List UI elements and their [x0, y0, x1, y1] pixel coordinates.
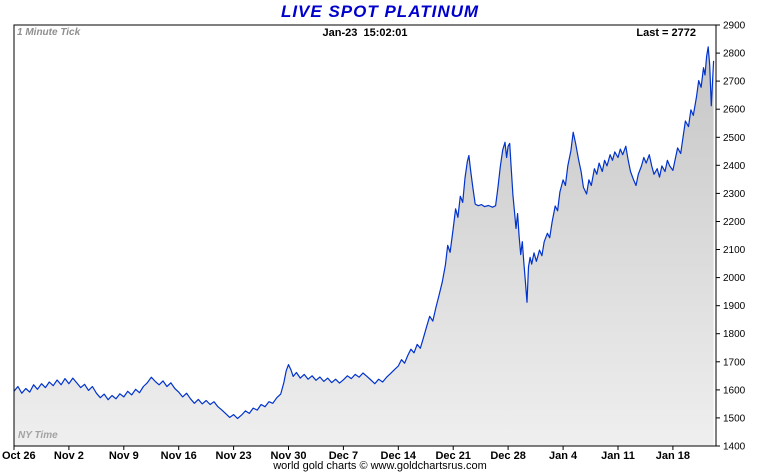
- timezone-label: NY Time: [18, 430, 58, 441]
- x-axis-label: Nov 9: [109, 450, 139, 462]
- plot-border: [13, 24, 717, 447]
- y-axis-label: 2500: [723, 133, 746, 144]
- price-area-fill: [14, 46, 714, 447]
- tick-interval-label: 1 Minute Tick: [17, 27, 81, 38]
- y-axis-label: 1500: [723, 413, 746, 424]
- copyright-footer: world gold charts © www.goldchartsrus.co…: [273, 460, 487, 472]
- quote-timestamp: Jan-23 15:02:01: [322, 27, 408, 39]
- price-line: [13, 46, 715, 420]
- x-axis-label: Nov 30: [270, 450, 306, 462]
- y-axis-label: 2200: [723, 217, 746, 228]
- y-axis-label: 2900: [723, 21, 746, 32]
- last-price-label: Last = 2772: [636, 27, 696, 39]
- x-axis-label: Dec 7: [329, 450, 358, 462]
- y-axis-label: 1600: [723, 385, 746, 396]
- y-axis-label: 2100: [723, 245, 746, 256]
- y-axis-label: 2800: [723, 49, 746, 60]
- y-axis-label: 2700: [723, 77, 746, 88]
- y-axis-label: 2600: [723, 105, 746, 116]
- chart-title: LIVE SPOT PLATINUM: [280, 2, 480, 21]
- x-axis-label: Nov 23: [216, 450, 252, 462]
- x-axis-label: Dec 21: [435, 450, 470, 462]
- x-axis-label: Dec 28: [490, 450, 525, 462]
- x-axis-label: Jan 11: [601, 450, 635, 462]
- x-axis-label: Dec 14: [381, 450, 417, 462]
- x-axis-label: Nov 16: [161, 450, 197, 462]
- x-axis-label: Nov 2: [54, 450, 84, 462]
- y-axis-label: 1400: [723, 442, 746, 453]
- x-axis-label: Jan 18: [656, 450, 690, 462]
- y-axis-label: 1900: [723, 301, 746, 312]
- y-axis-label: 1700: [723, 357, 746, 368]
- y-axis-label: 2300: [723, 189, 746, 200]
- y-axis-label: 2000: [723, 273, 746, 284]
- y-axis-label: 2400: [723, 161, 746, 172]
- y-axis-label: 1800: [723, 329, 746, 340]
- x-axis-label: Jan 4: [549, 450, 578, 462]
- x-axis-label: Oct 26: [2, 450, 36, 462]
